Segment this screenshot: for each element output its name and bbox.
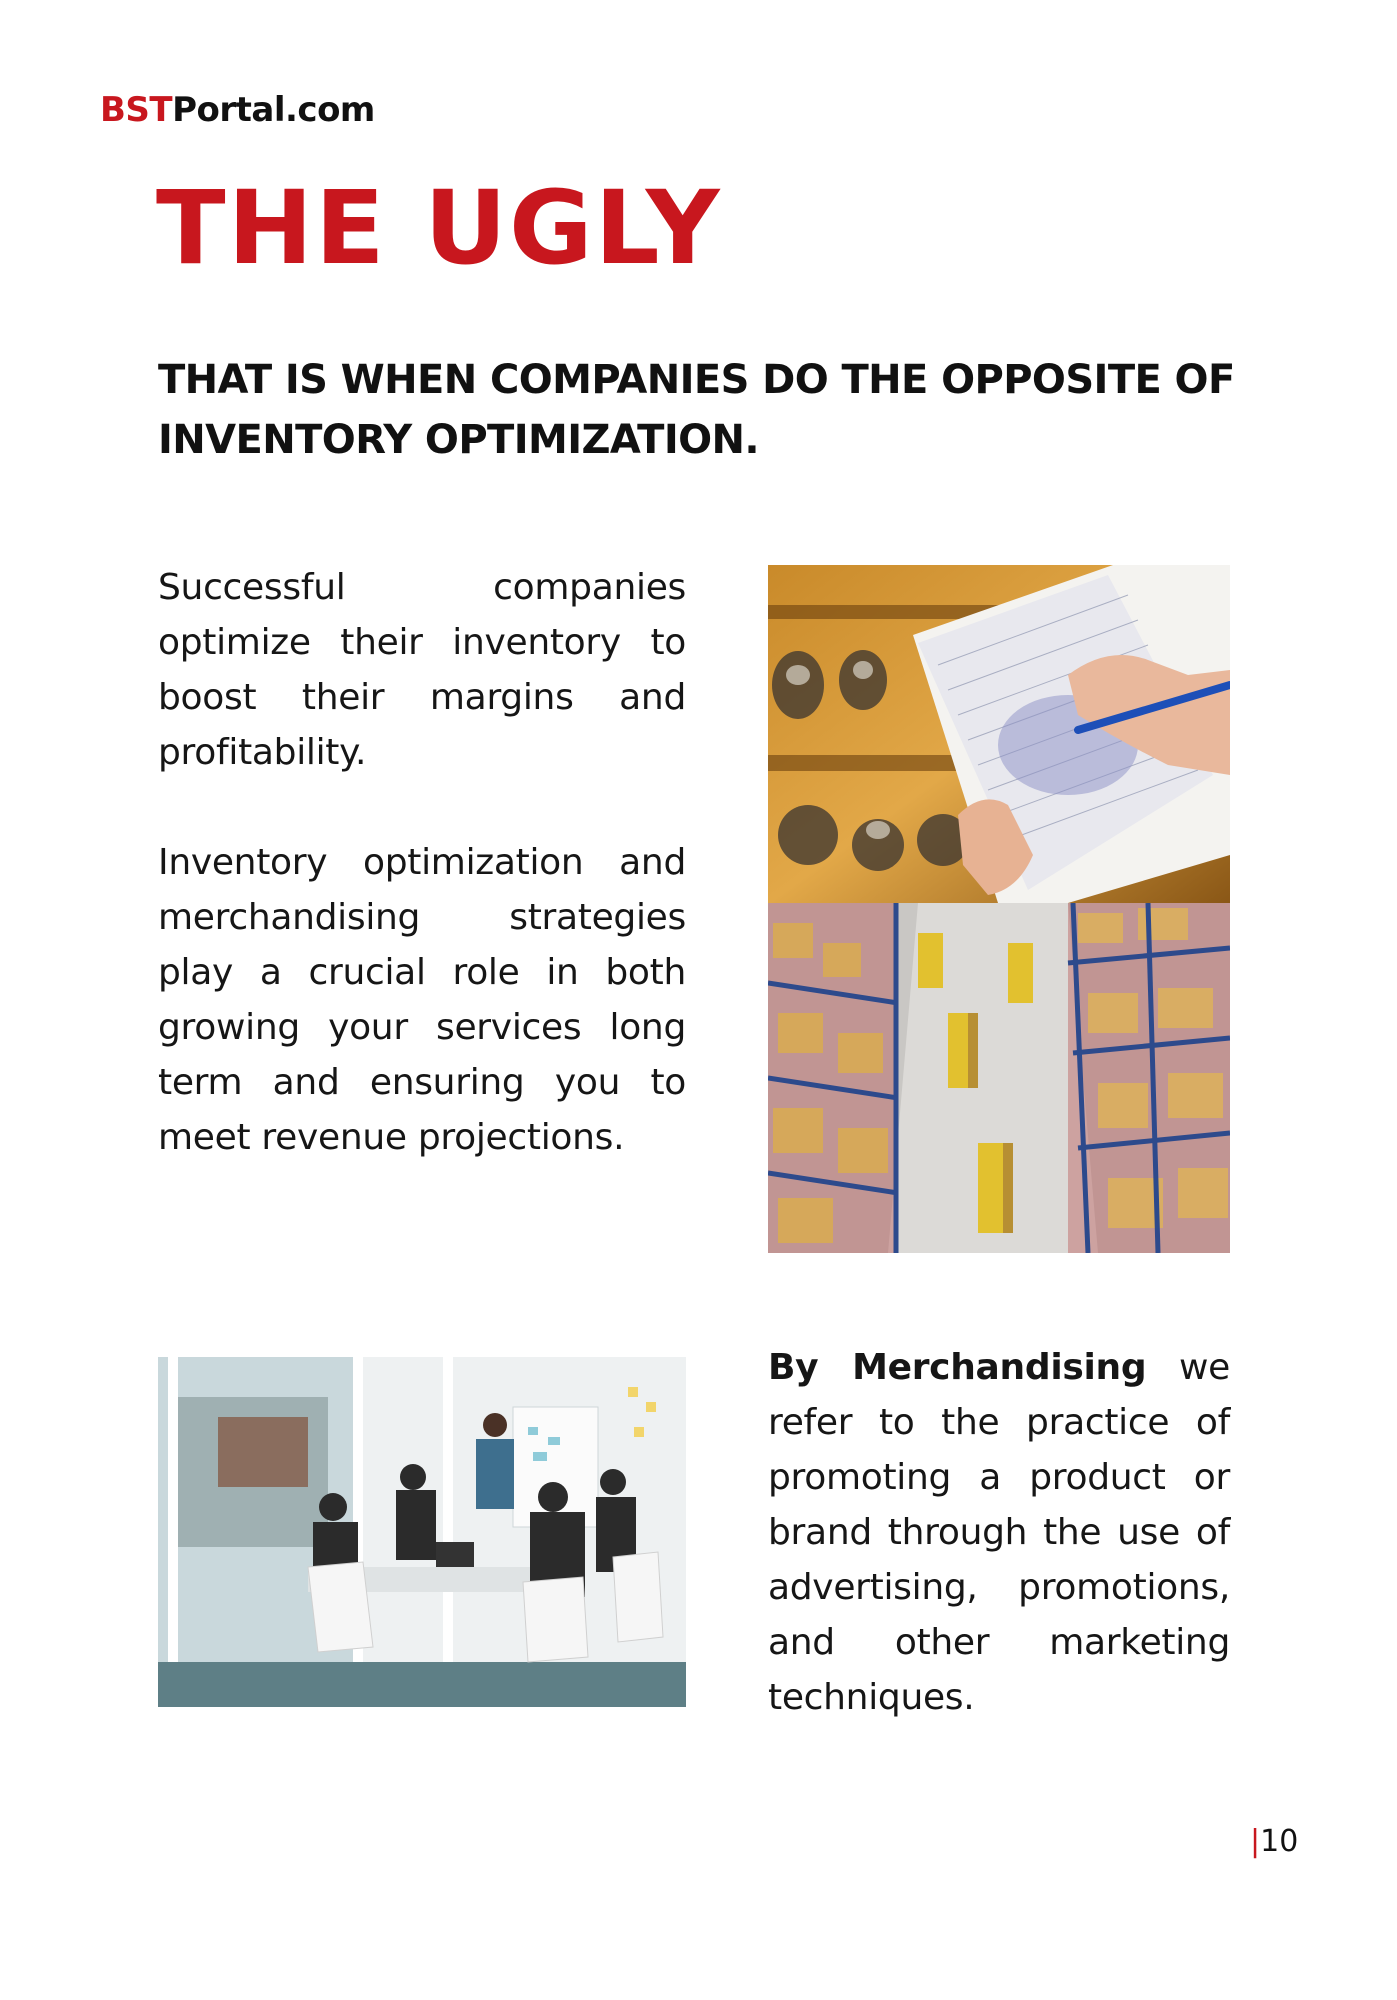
- page-number: |10: [1250, 1827, 1298, 1857]
- brand-logo-part1: BST: [100, 90, 173, 130]
- page-subtitle: THAT IS WHEN COMPANIES DO THE OPPOSITE O…: [158, 357, 1235, 463]
- paragraph-successful-companies: Successful companies optimize their inve…: [158, 567, 686, 773]
- merchandising-term: By Merchandising: [768, 1347, 1147, 1388]
- paragraph-inventory-optimization: Inventory optimization and merchandising…: [158, 842, 686, 1158]
- brand-logo-part2: Portal.com: [172, 90, 375, 130]
- page-title: THE UGLY: [156, 169, 722, 288]
- checklist-photo: [768, 565, 1230, 903]
- merchandising-definition: we refer to the practice of promoting a …: [768, 1347, 1230, 1718]
- brand-logo: BSTPortal.com: [100, 93, 375, 127]
- warehouse-photo: [768, 903, 1230, 1253]
- meeting-photo: [158, 1357, 686, 1707]
- paragraph-merchandising: By Merchandising we refer to the practic…: [768, 1340, 1230, 1725]
- page-number-value: 10: [1260, 1824, 1299, 1859]
- page-number-separator: |: [1250, 1824, 1261, 1859]
